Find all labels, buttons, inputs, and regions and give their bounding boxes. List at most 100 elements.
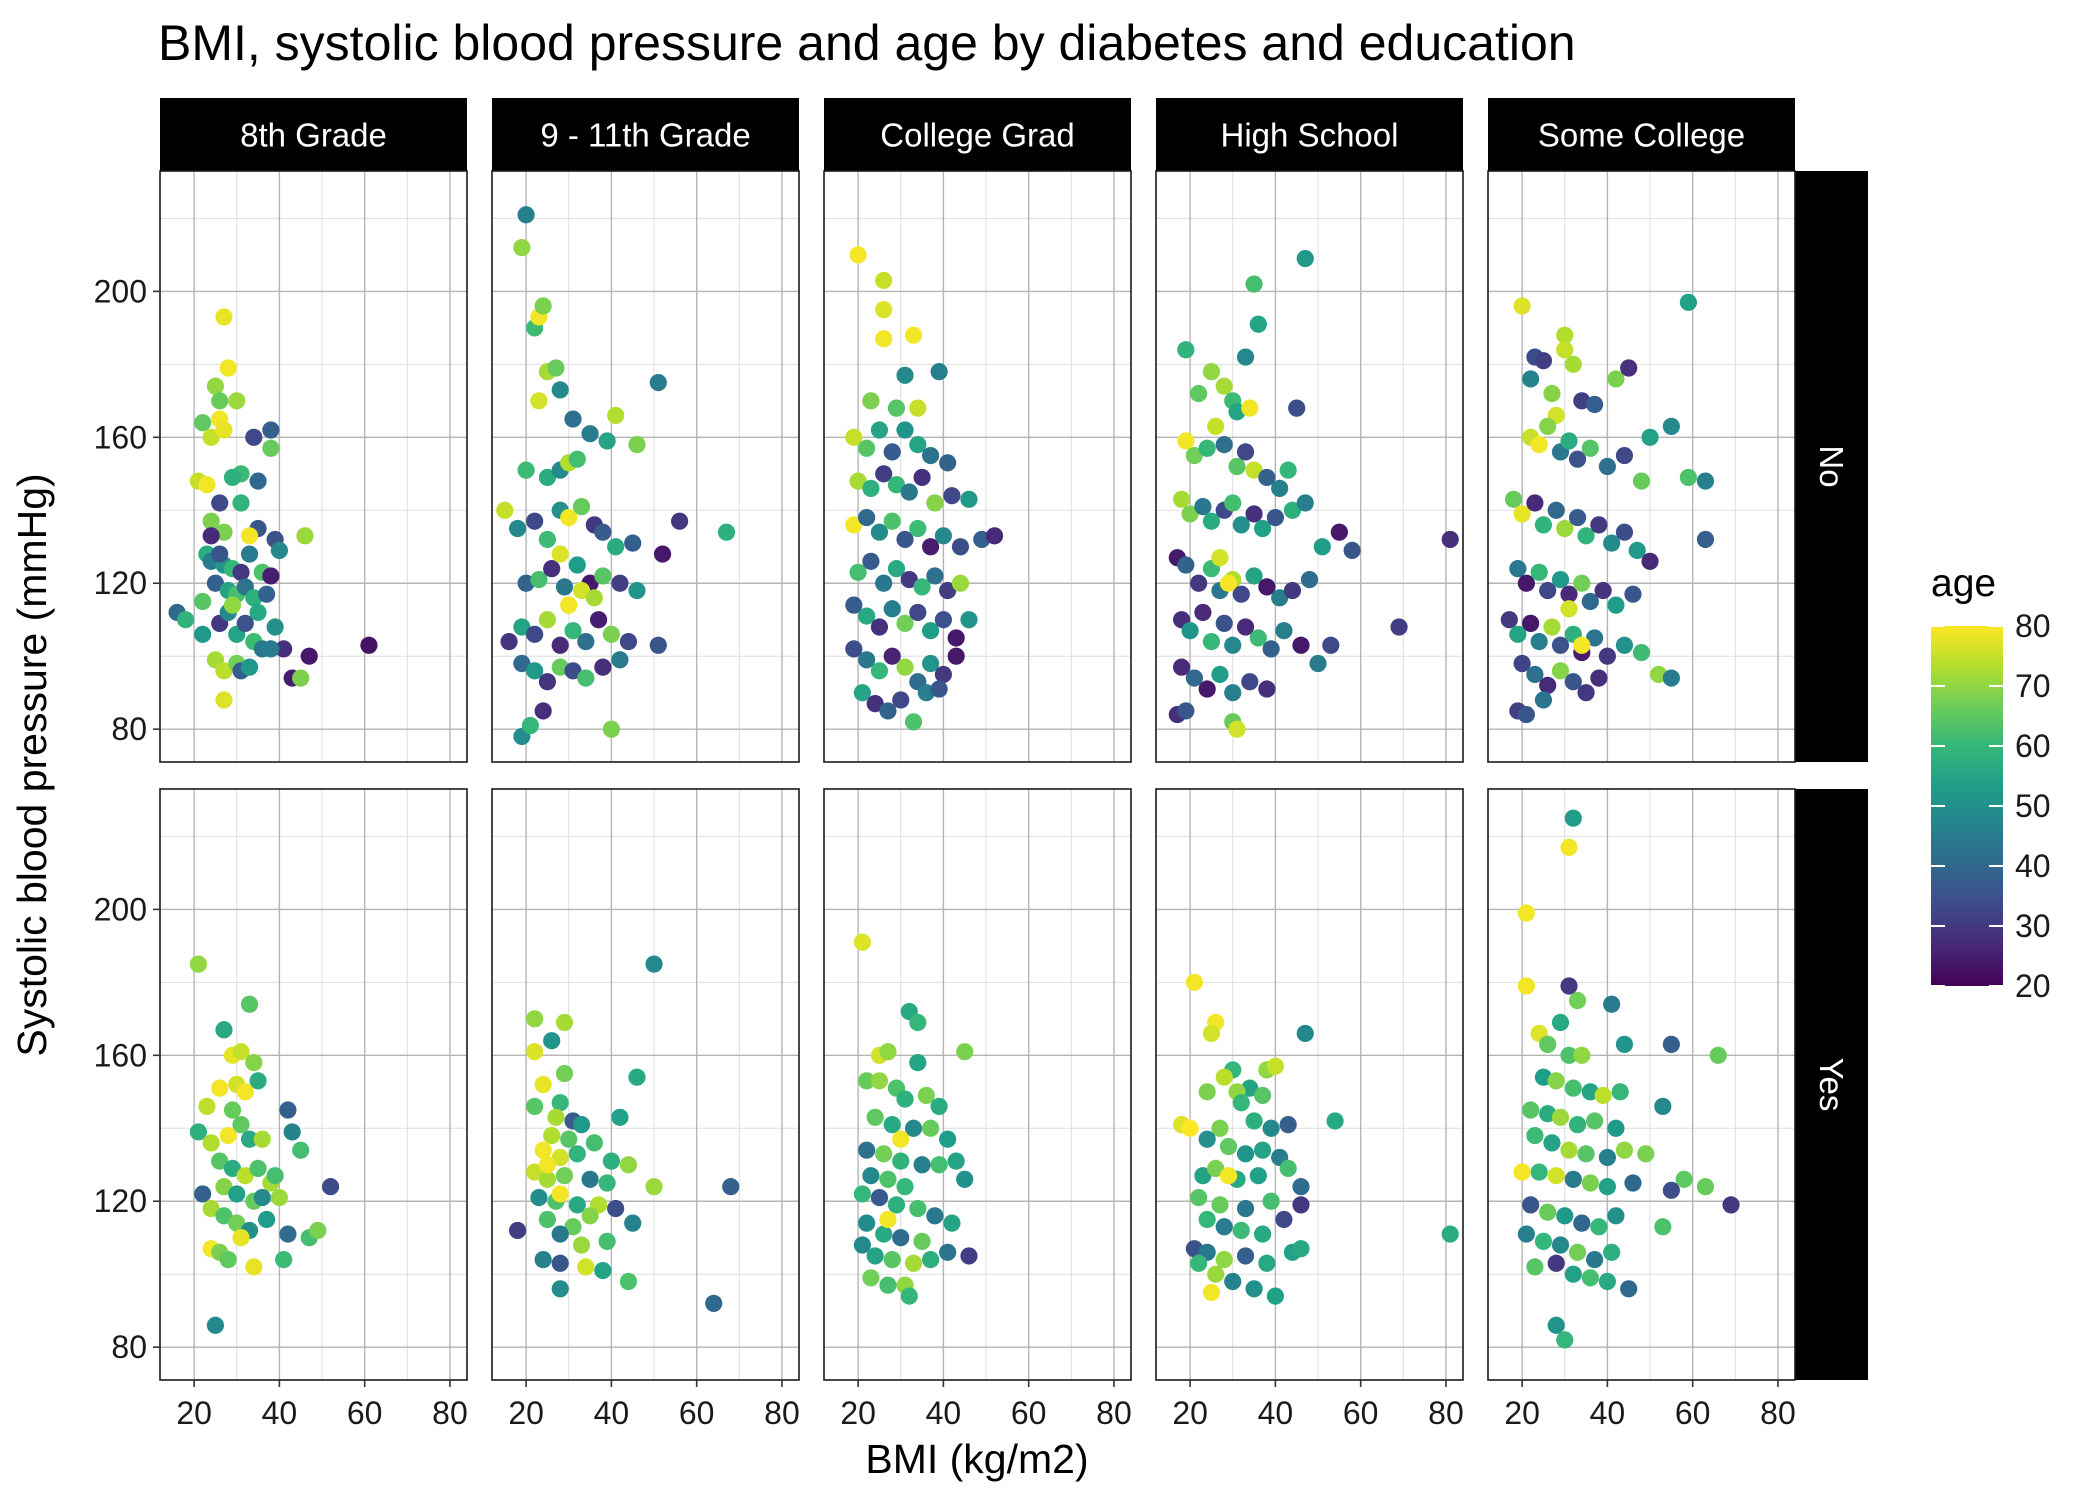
data-point bbox=[594, 523, 612, 541]
data-point bbox=[875, 465, 893, 483]
data-point bbox=[1679, 468, 1698, 487]
data-point bbox=[883, 1251, 901, 1269]
data-point bbox=[249, 603, 267, 622]
data-point bbox=[913, 578, 931, 596]
data-point bbox=[1598, 647, 1616, 665]
data-point bbox=[1271, 479, 1289, 497]
data-point bbox=[1564, 1170, 1582, 1188]
data-point bbox=[870, 1072, 889, 1090]
data-point bbox=[887, 476, 906, 494]
data-point bbox=[215, 421, 233, 439]
data-point bbox=[517, 206, 535, 224]
y-tick-label: 80 bbox=[111, 711, 147, 747]
data-point bbox=[1185, 669, 1203, 687]
data-point bbox=[934, 527, 952, 545]
data-point bbox=[896, 614, 914, 632]
legend-tick-label: 80 bbox=[2015, 608, 2051, 644]
data-point bbox=[240, 527, 259, 545]
data-point bbox=[211, 392, 229, 410]
data-point bbox=[951, 574, 970, 592]
panel-border bbox=[1155, 788, 1464, 1381]
data-point bbox=[947, 1152, 965, 1170]
data-point bbox=[1654, 1218, 1672, 1236]
data-point bbox=[1641, 428, 1659, 446]
data-point bbox=[1194, 603, 1212, 622]
data-point bbox=[1202, 1283, 1221, 1302]
data-point bbox=[223, 468, 242, 487]
data-point bbox=[1560, 432, 1578, 450]
data-point bbox=[1696, 1178, 1715, 1196]
data-point bbox=[521, 716, 539, 735]
x-tick-label: 40 bbox=[1258, 1395, 1294, 1431]
data-point bbox=[602, 1152, 620, 1170]
data-point bbox=[236, 1083, 254, 1101]
data-point bbox=[1556, 1331, 1574, 1349]
data-point bbox=[1245, 461, 1263, 479]
data-point bbox=[245, 1258, 263, 1276]
data-point bbox=[947, 647, 965, 665]
data-point bbox=[538, 1170, 557, 1188]
data-point bbox=[866, 695, 884, 713]
data-point bbox=[875, 1145, 893, 1163]
x-tick-label: 80 bbox=[1428, 1395, 1464, 1431]
data-point bbox=[360, 636, 378, 654]
data-point bbox=[896, 530, 914, 549]
data-point bbox=[1236, 1145, 1255, 1163]
column-strip bbox=[1156, 98, 1463, 171]
facet-panel: 20 40 60 80 bbox=[823, 788, 1132, 1431]
data-point bbox=[189, 955, 207, 973]
data-point bbox=[896, 366, 914, 384]
data-point bbox=[219, 1126, 237, 1145]
data-point bbox=[585, 589, 603, 607]
data-point bbox=[921, 622, 940, 640]
data-point bbox=[1590, 516, 1608, 534]
data-point bbox=[1539, 417, 1557, 435]
data-point bbox=[1611, 1083, 1629, 1101]
data-point bbox=[1177, 702, 1195, 720]
legend-tick-label: 20 bbox=[2015, 968, 2051, 1004]
data-point bbox=[866, 1108, 884, 1126]
data-point bbox=[236, 1167, 254, 1185]
data-point bbox=[1534, 352, 1553, 370]
data-point bbox=[215, 1178, 233, 1196]
data-point bbox=[1568, 1116, 1587, 1134]
data-point bbox=[1215, 614, 1233, 632]
data-point bbox=[1172, 658, 1191, 676]
x-tick-label: 20 bbox=[1172, 1395, 1208, 1431]
data-point bbox=[1190, 1188, 1208, 1207]
data-point bbox=[879, 1043, 897, 1061]
data-point bbox=[551, 545, 569, 563]
data-point bbox=[858, 1214, 876, 1232]
data-point bbox=[1641, 552, 1659, 570]
x-tick-label: 60 bbox=[1675, 1395, 1711, 1431]
data-point bbox=[551, 1185, 569, 1203]
data-point bbox=[568, 1145, 586, 1163]
data-point bbox=[1249, 629, 1267, 647]
facet-panel bbox=[1487, 170, 1796, 763]
data-point bbox=[1296, 494, 1314, 512]
data-point bbox=[270, 541, 288, 560]
data-point bbox=[1564, 355, 1582, 373]
data-point bbox=[215, 308, 233, 326]
data-point bbox=[1568, 450, 1587, 468]
data-point bbox=[253, 1130, 271, 1148]
data-point bbox=[926, 494, 944, 512]
data-point bbox=[232, 1116, 250, 1134]
x-tick-label: 40 bbox=[926, 1395, 962, 1431]
data-point bbox=[215, 1021, 233, 1039]
data-point bbox=[1522, 614, 1540, 632]
x-tick-label: 20 bbox=[176, 1395, 212, 1431]
data-point bbox=[240, 1130, 259, 1148]
data-point bbox=[1560, 977, 1578, 995]
data-point bbox=[194, 625, 212, 643]
data-point bbox=[526, 1010, 544, 1028]
data-point bbox=[1224, 1272, 1242, 1291]
data-point bbox=[939, 1243, 957, 1261]
data-point bbox=[1177, 432, 1195, 450]
data-point bbox=[1236, 348, 1255, 366]
panel-background bbox=[1488, 171, 1795, 762]
data-point bbox=[270, 1188, 288, 1207]
data-point bbox=[883, 443, 901, 461]
data-point bbox=[530, 570, 548, 589]
data-point bbox=[1585, 629, 1604, 647]
